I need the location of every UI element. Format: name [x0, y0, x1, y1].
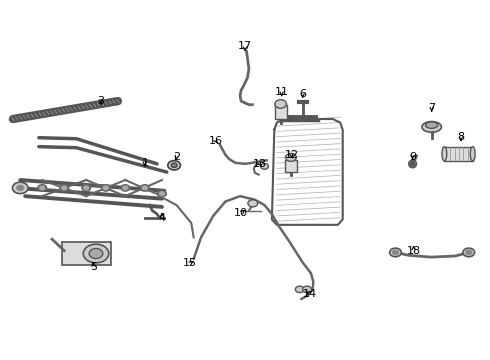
- Circle shape: [89, 248, 103, 258]
- Circle shape: [390, 248, 401, 257]
- Circle shape: [40, 186, 45, 190]
- Text: 8: 8: [457, 132, 465, 142]
- Circle shape: [248, 200, 258, 207]
- Circle shape: [121, 185, 130, 191]
- Text: 18: 18: [407, 246, 420, 256]
- Circle shape: [168, 161, 180, 170]
- Circle shape: [392, 250, 398, 255]
- Text: 16: 16: [209, 136, 222, 145]
- Circle shape: [12, 182, 28, 194]
- Circle shape: [171, 163, 177, 167]
- Circle shape: [17, 185, 24, 190]
- Text: 1: 1: [141, 158, 148, 168]
- Circle shape: [123, 186, 128, 190]
- Text: 7: 7: [428, 103, 435, 113]
- Text: 11: 11: [275, 87, 289, 97]
- Ellipse shape: [411, 162, 415, 166]
- Text: 4: 4: [158, 213, 166, 222]
- Bar: [444, 147, 473, 161]
- Ellipse shape: [409, 160, 416, 168]
- Ellipse shape: [425, 122, 438, 129]
- Circle shape: [141, 185, 149, 191]
- Circle shape: [60, 185, 69, 191]
- Circle shape: [295, 286, 304, 293]
- Text: 14: 14: [303, 289, 317, 299]
- Circle shape: [275, 100, 287, 108]
- Text: 13: 13: [253, 159, 267, 169]
- Circle shape: [38, 185, 47, 191]
- Circle shape: [286, 153, 296, 161]
- Circle shape: [158, 190, 166, 197]
- Circle shape: [18, 186, 23, 190]
- Text: 12: 12: [284, 150, 298, 160]
- Text: 9: 9: [409, 152, 416, 162]
- Text: 10: 10: [234, 208, 248, 218]
- Circle shape: [62, 186, 67, 190]
- Bar: [62, 242, 111, 265]
- Circle shape: [159, 192, 164, 195]
- Text: 15: 15: [183, 258, 197, 268]
- Bar: [275, 105, 287, 119]
- Ellipse shape: [442, 147, 447, 161]
- Text: 5: 5: [90, 262, 97, 272]
- Circle shape: [103, 186, 108, 190]
- Circle shape: [143, 186, 147, 190]
- Text: 17: 17: [238, 41, 252, 51]
- Circle shape: [101, 185, 110, 191]
- Circle shape: [82, 185, 91, 191]
- Circle shape: [463, 248, 475, 257]
- Circle shape: [84, 186, 89, 190]
- Text: 2: 2: [173, 152, 180, 162]
- Circle shape: [261, 163, 269, 169]
- Bar: [285, 160, 297, 172]
- Circle shape: [16, 185, 24, 191]
- Circle shape: [83, 244, 109, 263]
- Circle shape: [466, 250, 472, 255]
- Circle shape: [303, 286, 312, 293]
- Text: 3: 3: [98, 96, 104, 106]
- Ellipse shape: [470, 147, 475, 161]
- Ellipse shape: [422, 122, 441, 132]
- Text: 6: 6: [299, 89, 306, 99]
